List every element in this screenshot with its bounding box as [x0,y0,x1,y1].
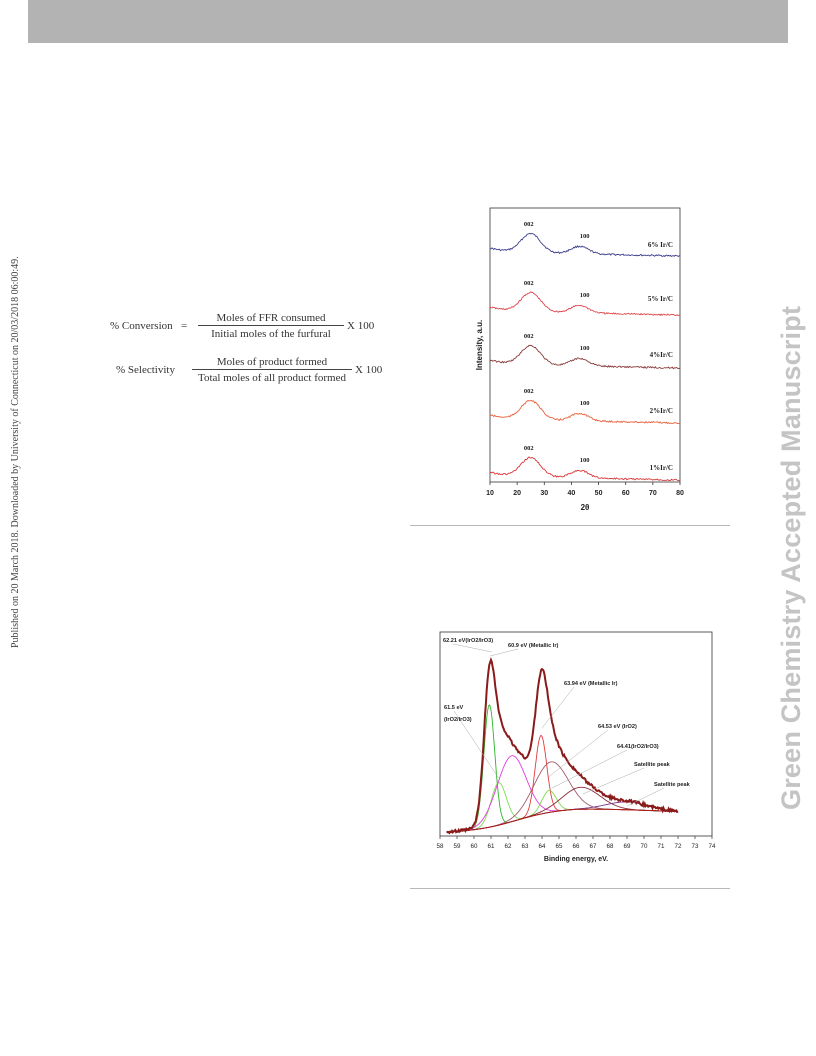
xps-xtick-label-69: 69 [624,843,631,850]
xrd-series-line [489,232,681,258]
xps-annotation-label: 63.94 eV (Metallic Ir) [564,681,618,687]
xrd-peak-label-002: 002 [524,388,534,395]
xrd-xtick-label-70: 70 [649,490,657,497]
watermark-text: Green Chemistry Accepted Manuscript [776,305,806,810]
xps-annotation-leader [452,643,492,653]
xrd-peak-label-100: 100 [580,457,590,464]
xrd-y-axis-label: Intensity, a.u. [475,320,484,371]
xrd-peak-label-100: 100 [580,292,590,299]
xrd-peak-label-002: 002 [524,221,534,228]
xps-xtick-label-66: 66 [573,843,580,850]
xps-xtick-label-65: 65 [556,843,563,850]
xrd-peak-label-100: 100 [580,233,590,240]
xps-xtick-label-61: 61 [488,843,495,850]
xps-xtick-label-70: 70 [641,843,648,850]
xps-annotation-leader [552,749,628,789]
xrd-peak-label-100: 100 [580,345,590,352]
xps-background-line [446,808,678,833]
xps-annotation-leader [490,648,519,657]
xps-xtick-label-63: 63 [522,843,529,850]
xrd-series-line [489,456,681,482]
xps-xtick-label-62: 62 [505,843,512,850]
xrd-xtick-label-80: 80 [676,490,684,497]
xrd-series-label: 5% Ir/C [648,295,673,303]
xrd-xtick-label-20: 20 [513,490,521,497]
conversion-lhs: % Conversion [110,320,173,332]
conversion-denominator: Initial moles of the furfural [211,328,331,340]
conversion-fraction: Moles of FFR consumed Initial moles of t… [198,312,344,340]
xrd-plot-frame [489,207,681,483]
xps-xtick-label-68: 68 [607,843,614,850]
xrd-series-label: 2%Ir/C [650,407,673,415]
xrd-peak-label-002: 002 [524,333,534,340]
xps-annotation-label: 64.53 eV (IrO2) [598,724,637,730]
xps-xtick-label-58: 58 [437,843,444,850]
xps-xtick-label-71: 71 [658,843,665,850]
xps-xtick-label-74: 74 [709,843,716,850]
xps-annotation-label: (IrO2/IrO3) [444,717,472,723]
xrd-series-line [489,344,681,370]
xrd-xtick-label-10: 10 [486,490,494,497]
xps-xtick-label-73: 73 [692,843,699,850]
xrd-series-line [489,291,681,317]
publication-note-text: Published on 20 March 2018. Downloaded b… [10,256,21,648]
xps-xtick-label-59: 59 [454,843,461,850]
selectivity-multiplier: X 100 [355,364,383,376]
xps-annotation-label: 62.21 eV(IrO2/IrO3) [443,638,493,644]
xps-x-axis-label: Binding energy, eV. [544,856,608,863]
xps-figure-rule [410,888,730,889]
xps-xtick-label-72: 72 [675,843,682,850]
xrd-peak-label-002: 002 [524,280,534,287]
selectivity-fraction: Moles of product formed Total moles of a… [192,356,352,384]
xps-chart: 58 59 60 61 62 63 64 65 66 67 68 69 70 71 72 73 74 Bindin… [437,631,716,863]
xps-annotation-leader [582,767,645,795]
xps-xtick-label-67: 67 [590,843,597,850]
xps-annotation-label: 61.5 eV [444,705,464,711]
xrd-figure-rule [410,525,730,526]
xps-envelope-line [446,656,679,835]
selectivity-denominator: Total moles of all product formed [198,372,346,384]
xps-xtick-label-64: 64 [539,843,546,850]
xps-annotation-leader [541,686,575,729]
xrd-series-label: 6% Ir/C [648,241,673,249]
xps-annotation-label: 64.41(IrO2/IrO3) [617,744,659,750]
conversion-multiplier: X 100 [347,320,375,332]
xrd-xtick-label-40: 40 [568,490,576,497]
xps-xtick-label-60: 60 [471,843,478,850]
conversion-numerator: Moles of FFR consumed [198,312,344,326]
xrd-xtick-label-50: 50 [595,490,603,497]
top-banner [28,0,788,43]
xrd-series-line [489,399,681,425]
xps-annotation-leader [546,729,609,779]
xrd-x-axis-label: 2θ [581,503,590,512]
xps-annotation-leader [453,710,499,779]
xps-plot-frame [439,631,713,837]
xrd-peak-label-002: 002 [524,445,534,452]
xps-annotation-leader [626,787,665,807]
xrd-series-label: 4%Ir/C [650,351,673,359]
xrd-xtick-label-60: 60 [622,490,630,497]
selectivity-lhs: % Selectivity [116,364,175,376]
xps-annotation-label: Satellite peak [634,762,671,768]
selectivity-numerator: Moles of product formed [192,356,352,370]
xrd-xtick-label-30: 30 [540,490,548,497]
xrd-peak-label-100: 100 [580,400,590,407]
conversion-equals: = [181,320,188,332]
xrd-series-label: 1%Ir/C [650,464,673,472]
xps-annotation-label: 60.9 eV (Metallic Ir) [508,643,559,649]
xps-annotation-label: Satellite peak [654,782,691,788]
xrd-chart: 10 20 30 40 50 60 70 80 2θ Intensity, a.u. 002 100 6… [475,207,684,512]
